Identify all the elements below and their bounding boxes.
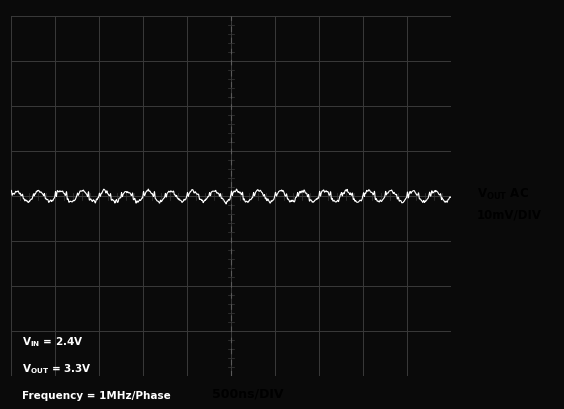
Text: 10mV/DIV: 10mV/DIV [477, 208, 541, 221]
Text: 500ns/DIV: 500ns/DIV [213, 388, 284, 401]
Text: $\mathbf{V}_{\mathbf{OUT}}$ = 3.3V: $\mathbf{V}_{\mathbf{OUT}}$ = 3.3V [23, 362, 92, 375]
Text: Frequency = 1MHz/Phase: Frequency = 1MHz/Phase [23, 391, 171, 401]
Text: $\mathbf{V}_{\mathbf{IN}}$ = 2.4V: $\mathbf{V}_{\mathbf{IN}}$ = 2.4V [23, 335, 84, 348]
Text: $\mathbf{V}_{\mathbf{OUT}}$ AC: $\mathbf{V}_{\mathbf{OUT}}$ AC [477, 187, 528, 202]
